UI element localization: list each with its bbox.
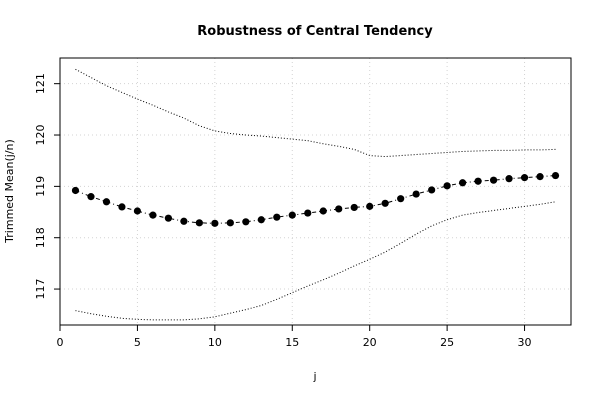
trimmed-mean-point (397, 195, 405, 203)
trimmed-mean-point (211, 219, 219, 227)
trimmed-mean-point (428, 186, 436, 194)
trimmed-mean-point (520, 174, 529, 182)
chart-title: Robustness of Central Tendency (197, 24, 433, 39)
trimmed-mean-point (551, 171, 560, 180)
x-axis: 0 5 10 15 20 25 30 (57, 325, 532, 349)
bound-lines (75, 68, 556, 321)
grid-lines (59, 58, 571, 325)
x-tick-label: 5 (134, 336, 141, 349)
trimmed-mean-point (180, 217, 188, 225)
x-tick-label: 25 (440, 336, 454, 349)
trimmed-mean-line (75, 175, 556, 224)
y-tick-label: 120 (34, 125, 47, 146)
trimmed-mean-point (304, 209, 312, 217)
trimmed-mean-point (489, 176, 498, 184)
trimmed-mean-point (381, 199, 389, 207)
trimmed-mean-series (71, 171, 560, 227)
x-tick-label: 10 (208, 336, 222, 349)
trimmed-mean-point (459, 179, 467, 187)
trimmed-mean-point (474, 177, 482, 185)
trimmed-mean-point (87, 193, 95, 201)
trimmed-mean-point (226, 219, 234, 227)
trimmed-mean-point (335, 205, 343, 213)
y-axis: 117 118 119 120 121 (34, 73, 60, 300)
y-axis-label: Trimmed Mean(j/n) (3, 139, 16, 244)
upper-bound-line (75, 68, 556, 158)
trimmed-mean-point (288, 211, 296, 219)
trimmed-mean-point (118, 203, 126, 211)
trimmed-mean-point (102, 198, 111, 206)
trimmed-mean-point (71, 186, 80, 195)
trimmed-mean-point (242, 218, 250, 226)
y-tick-label: 118 (34, 227, 47, 248)
trimmed-mean-point (149, 211, 157, 219)
trimmed-mean-point (164, 214, 172, 222)
trimmed-mean-point (319, 207, 327, 215)
x-axis-label: j (312, 370, 316, 383)
trimmed-mean-point (195, 219, 203, 227)
plot-frame (59, 57, 572, 326)
y-tick-label: 119 (34, 176, 47, 197)
trimmed-mean-point (536, 173, 544, 181)
x-tick-label: 0 (57, 336, 64, 349)
trimmed-mean-point (443, 182, 451, 190)
y-tick-label: 121 (34, 73, 47, 94)
trimmed-mean-point (133, 207, 142, 215)
trimmed-mean-point (412, 190, 420, 198)
trimmed-mean-point (366, 202, 374, 210)
trimmed-mean-point (273, 213, 281, 221)
x-tick-label: 20 (363, 336, 377, 349)
trimmed-mean-point (350, 203, 358, 212)
y-tick-label: 117 (34, 279, 47, 300)
x-tick-label: 30 (518, 336, 532, 349)
lower-bound-line (75, 201, 556, 321)
x-tick-label: 15 (285, 336, 299, 349)
trimmed-mean-point (505, 175, 513, 183)
trimmed-mean-point (257, 216, 265, 224)
